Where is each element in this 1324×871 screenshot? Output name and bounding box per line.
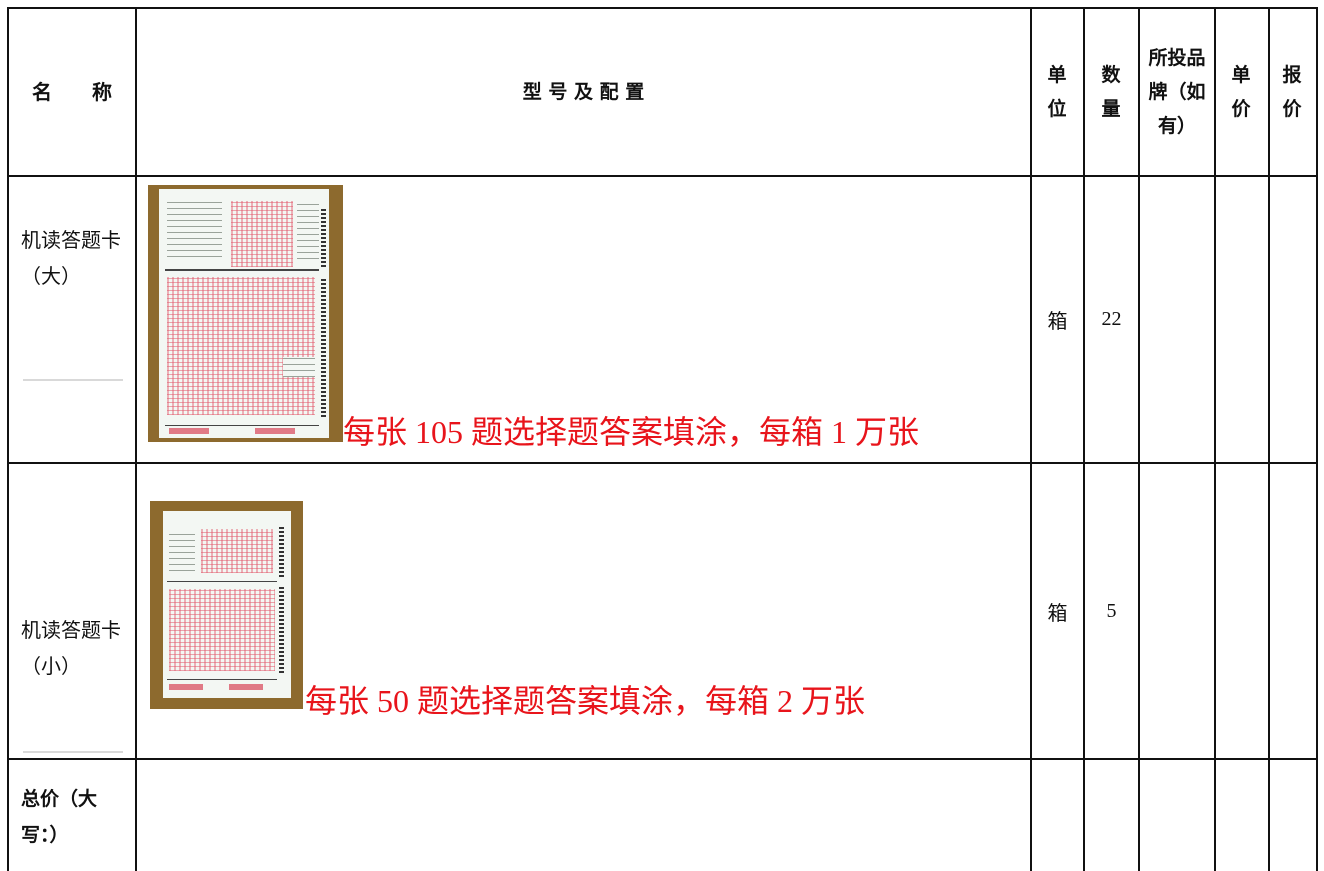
row2-name-divider [23,751,123,753]
header-unit-price: 单价 [1231,64,1251,120]
total-value[interactable] [137,760,1030,871]
table-row-1-quantity: 22 [1101,308,1122,330]
table-rule-top [7,7,1318,9]
table-rule-col4 [1138,7,1140,871]
table-row-2-name: 机读答题卡（小） [21,618,121,678]
table-row-2-brand[interactable] [1140,464,1214,758]
row1-config-note: 每张 105 题选择题答案填涂，每箱 1 万张 [343,414,920,450]
table-row-1-brand[interactable] [1140,177,1214,462]
table-row-1-quote[interactable] [1270,177,1316,462]
table-row-1-unit-price[interactable] [1216,177,1268,462]
table-row-2-quantity: 5 [1106,599,1117,622]
table-rule-left [7,7,9,871]
table-row-2-quote[interactable] [1270,464,1316,758]
answer-sheet-small-photo [150,501,303,709]
table-rule-row1 [7,462,1318,464]
table-rule-col5 [1214,7,1216,871]
table-rule-header [7,175,1318,177]
row2-config-note: 每张 50 题选择题答案填涂，每箱 2 万张 [305,683,866,719]
table-rule-row2 [7,758,1318,760]
table-row-2-unit: 箱 [1047,600,1068,625]
table-rule-col3 [1083,7,1085,871]
header-unit: 单位 [1047,64,1067,120]
header-brand: 所投品牌（如有） [1148,47,1206,137]
table-row-1-unit: 箱 [1047,309,1068,333]
table-rule-right [1316,7,1318,871]
table-rule-col2 [1030,7,1032,871]
header-model-config: 型 号 及 配 置 [522,81,645,103]
total-label: 总价（大写：） [21,788,98,846]
answer-sheet-large-photo [148,185,343,442]
table-rule-col1 [135,7,137,871]
table-rule-col6 [1268,7,1270,871]
table-row-2-unit-price[interactable] [1216,464,1268,758]
header-quantity: 数量 [1101,64,1121,120]
table-row-1-name: 机读答题卡（大） [21,228,121,288]
procurement-table: 名 称 型 号 及 配 置 单位 数量 所投品牌（如有） 单价 报价 机读答题卡… [7,7,1318,871]
row1-name-divider [23,379,123,381]
header-name: 名 称 [32,80,112,104]
header-quote: 报价 [1282,64,1302,120]
